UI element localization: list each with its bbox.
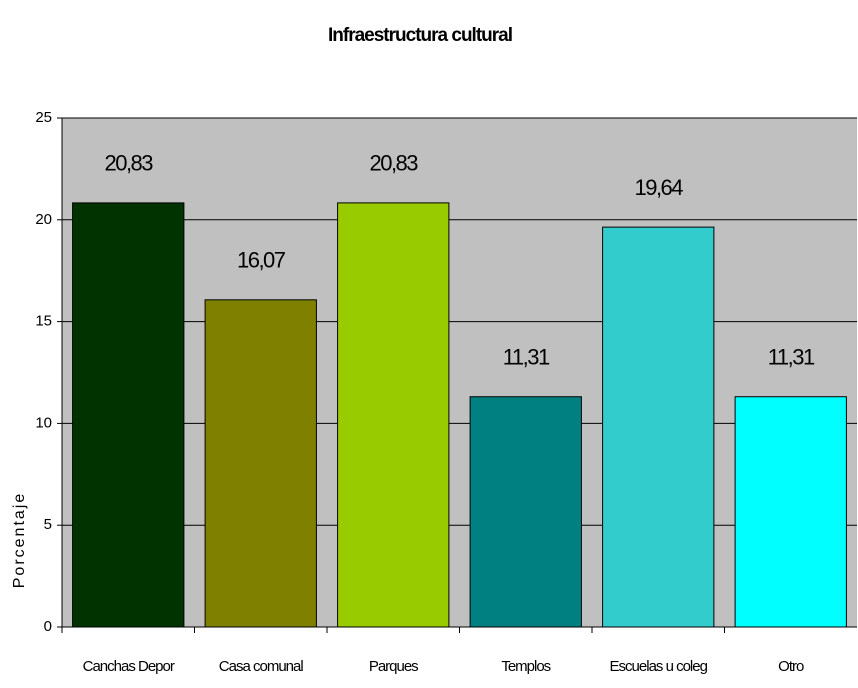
y-axis-label: Porcentaje xyxy=(11,492,28,589)
y-tick-label: 10 xyxy=(35,414,52,431)
bar xyxy=(72,202,185,628)
bar xyxy=(469,396,582,628)
bar xyxy=(337,202,450,628)
plot-area xyxy=(62,118,857,627)
y-tick-label: 0 xyxy=(44,618,52,635)
x-tick-label: Canchas Depor xyxy=(83,658,175,675)
x-tick-label: Templos xyxy=(501,658,550,675)
value-label: 19,64 xyxy=(634,175,683,200)
y-tick-label: 25 xyxy=(35,109,52,126)
y-tick-label: 15 xyxy=(35,313,52,330)
value-label: 20,83 xyxy=(104,151,153,176)
x-tick-label: Escuelas u coleg xyxy=(610,658,708,675)
bar xyxy=(204,299,317,628)
bar xyxy=(734,396,847,628)
y-tick-label: 5 xyxy=(44,516,52,533)
bar xyxy=(602,226,715,628)
x-tick-label: Parques xyxy=(369,658,418,675)
value-label: 16,07 xyxy=(237,248,286,273)
y-tick-label: 20 xyxy=(35,211,52,228)
x-tick-label: Casa comunal xyxy=(219,658,304,675)
chart-title: Infraestructura cultural xyxy=(328,25,512,46)
value-label: 20,83 xyxy=(369,151,418,176)
value-label: 11,31 xyxy=(768,345,815,370)
value-label: 11,31 xyxy=(503,345,550,370)
x-tick-label: Otro xyxy=(778,658,804,675)
